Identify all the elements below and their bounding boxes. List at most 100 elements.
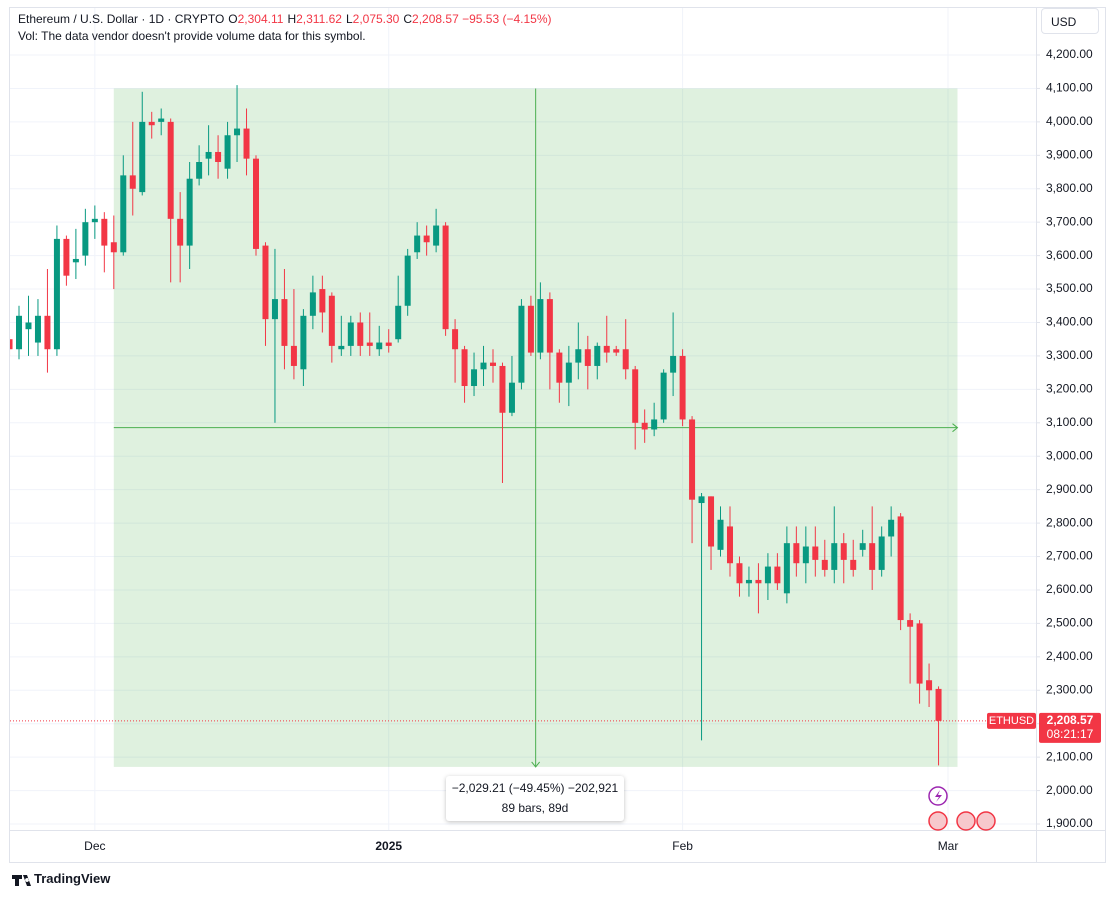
legend: Ethereum / U.S. Dollar · 1D · CRYPTO O 2,3… [18,11,552,45]
candle-body [575,349,582,363]
candle-body [215,151,222,163]
candle-body [565,362,572,383]
candle-body [72,258,79,263]
ohlc-key: H [287,12,297,26]
candle-body [632,369,639,423]
measure-change: −2,029.21 (−49.45%) −202,921 [451,781,619,795]
y-tick-label: 2,700.00 [1046,549,1093,563]
candle-body [91,218,98,223]
candle-body [328,295,335,346]
candle-body [641,422,648,430]
y-tick-label: 2,300.00 [1046,682,1093,696]
flag-icon[interactable] [928,811,948,831]
candle-body [508,382,515,413]
y-tick-label: 1,900.00 [1046,816,1093,830]
candle-body [518,305,525,383]
ohlc-value: 2,208.57 [412,12,459,26]
candle-body [736,563,743,584]
candle-body [527,305,534,353]
candle-body [745,579,752,584]
y-tick-label: 3,900.00 [1046,147,1093,161]
candle-body [613,349,620,353]
brand-logo [12,875,31,886]
candle-body [461,349,468,387]
candle-body [271,299,278,320]
candle-body [290,345,297,366]
candle-body [205,151,212,159]
candle-body [783,543,790,594]
candle-body [357,322,364,346]
candle-body [489,362,496,366]
candle-body [243,128,250,159]
measure-bars: 89 bars, 89d [501,801,569,815]
candle-body [347,322,354,346]
candle-body [110,242,117,253]
candle-body [622,349,629,370]
ohlc-value: 2,311.62 [296,12,342,26]
candle-body [480,362,487,370]
candle-body [34,315,41,343]
measure-overlay [113,88,959,768]
candle-body [537,299,544,353]
candle-body [319,289,326,313]
candle-body [139,121,146,193]
candle-body [423,235,430,243]
flag-icon[interactable] [976,811,996,831]
candle-body [101,218,108,246]
symbol-title: Ethereum / U.S. Dollar · 1D · CRYPTO [18,12,225,26]
x-tick-label: 2025 [375,839,402,853]
candle-body [802,546,809,564]
currency-button[interactable]: USD [1041,8,1099,34]
candle-body [888,519,895,537]
candle-body [717,519,724,550]
candle-body [16,315,23,350]
candle-body [708,496,715,547]
candle-body [309,292,316,316]
candle-body [878,536,885,570]
candle-body [186,178,193,246]
candle-body [651,419,658,430]
y-tick-label: 2,500.00 [1046,616,1093,630]
x-tick-label: Feb [672,839,693,853]
candle-body [499,365,506,413]
candle-body [234,128,241,136]
candle-body [764,566,771,584]
y-tick-label: 4,000.00 [1046,114,1093,128]
flag-icon[interactable] [956,811,976,831]
ohlc-key: C [403,12,413,26]
candle-body [755,579,762,584]
y-tick-label: 3,000.00 [1046,448,1093,462]
y-tick-label: 3,500.00 [1046,281,1093,295]
y-tick-label: 3,800.00 [1046,181,1093,195]
candle-body [300,315,307,370]
chart-frame [9,7,1106,863]
measure-harrow [952,423,959,433]
candle-body [660,372,667,420]
candle-body [840,543,847,560]
candle-body [869,543,876,570]
y-tick-label: 3,600.00 [1046,248,1093,262]
candle-body [926,680,933,691]
candle-body [366,342,373,346]
candle-body [603,345,610,353]
candle-body [916,623,923,684]
ohlc-key: O [228,12,238,26]
y-tick-label: 3,200.00 [1046,382,1093,396]
y-tick-label: 2,400.00 [1046,649,1093,663]
candle-body [821,559,828,570]
y-tick-label: 3,400.00 [1046,315,1093,329]
candle-body [224,135,231,169]
candle-body [831,543,838,570]
candle-body [281,299,288,346]
candle-body [177,218,184,246]
candle-body [196,162,203,179]
grid [10,8,1036,830]
candle-body [385,342,392,346]
x-tick-label: Dec [84,839,105,853]
candle-body [25,322,32,330]
candle-body [414,235,421,253]
candle-body [10,339,13,350]
candle-body [63,238,70,276]
icons [12,786,996,886]
